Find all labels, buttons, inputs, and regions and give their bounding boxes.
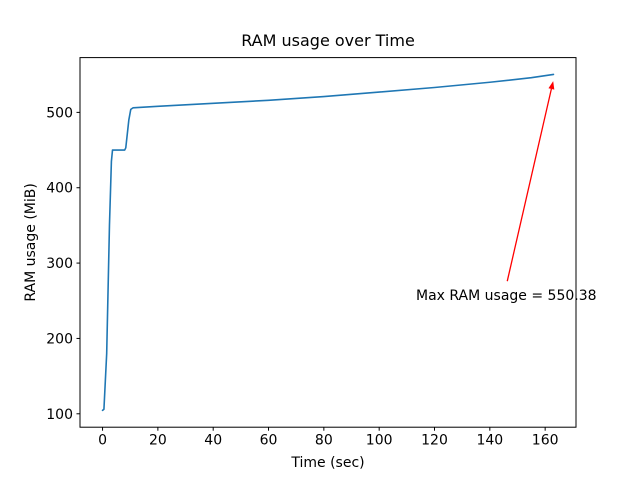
y-tick-label: 200 (46, 331, 73, 347)
ram-usage-line (101, 73, 555, 412)
x-tick-label: 140 (476, 433, 503, 449)
x-tick-label: 160 (532, 433, 559, 449)
annotation-arrow-head (548, 81, 555, 90)
y-tick-label: 500 (46, 105, 73, 121)
x-tick-label: 60 (260, 433, 278, 449)
x-tick-label: 100 (366, 433, 393, 449)
annotation-arrow-shaft (506, 88, 553, 282)
annotation-text: Max RAM usage = 550.38 (416, 288, 597, 304)
x-tick-label: 120 (421, 433, 448, 449)
x-tick-label: 80 (315, 433, 333, 449)
chart-title: RAM usage over Time (241, 31, 415, 50)
x-tick-label: 0 (98, 433, 107, 449)
y-tick-label: 300 (46, 256, 73, 272)
y-axis-label: RAM usage (MiB) (23, 183, 39, 301)
x-axis-label: Time (sec) (290, 455, 364, 471)
y-tick-label: 100 (46, 407, 73, 423)
plot-frame (79, 57, 577, 428)
generated-layer: 0 20 40 60 80 100 120 140 160 100 200 300 400 500 (46, 57, 577, 449)
x-tick-label: 40 (204, 433, 222, 449)
y-tick-label: 400 (46, 181, 73, 197)
x-tick-label: 20 (149, 433, 167, 449)
